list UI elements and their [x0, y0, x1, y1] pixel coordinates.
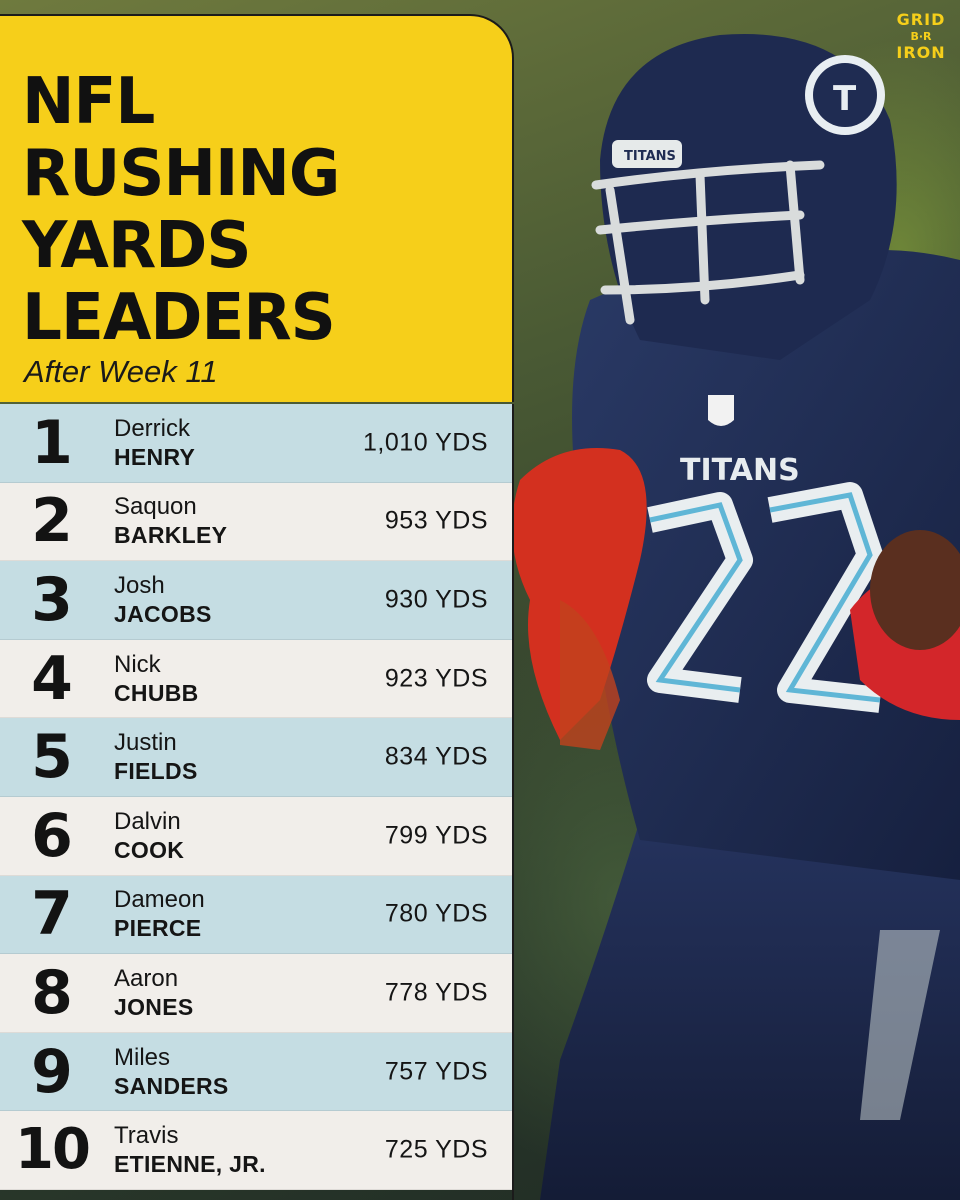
rushing-yards: 1,010 YDS	[363, 428, 488, 457]
logo-line-2: B·R	[910, 30, 932, 43]
list-item: 9 Miles SANDERS 757 YDS	[0, 1032, 512, 1112]
header-card: NFL RUSHING YARDS LEADERS After Week 11	[0, 14, 514, 402]
rushing-yards: 923 YDS	[384, 664, 488, 693]
player-first-name: Josh	[114, 571, 165, 599]
player-first-name: Travis	[114, 1122, 179, 1150]
rushing-yards: 778 YDS	[384, 978, 488, 1007]
player-name: Travis ETIENNE, JR.	[114, 1121, 266, 1179]
page-title: NFL RUSHING YARDS LEADERS	[22, 65, 340, 355]
logo-line-3: IRON	[896, 43, 946, 62]
rushing-yards: 725 YDS	[384, 1135, 488, 1164]
rushing-yards: 780 YDS	[384, 899, 488, 928]
player-name: Josh JACOBS	[114, 571, 212, 629]
player-name: Nick CHUBB	[114, 650, 199, 708]
player-last-name: CHUBB	[114, 679, 199, 706]
player-first-name: Derrick	[114, 414, 190, 442]
player-first-name: Dalvin	[114, 807, 181, 835]
list-item: 2 Saquon BARKLEY 953 YDS	[0, 482, 512, 562]
helmet-text: TITANS	[624, 149, 676, 164]
brand-logo: GRID B·R IRON	[892, 8, 950, 74]
rank-number: 5	[31, 722, 73, 793]
player-name: Saquon BARKLEY	[114, 492, 227, 550]
player-last-name: FIELDS	[114, 758, 198, 785]
player-first-name: Miles	[114, 1043, 171, 1071]
subtitle: After Week 11	[24, 354, 218, 389]
player-name: Dameon PIERCE	[114, 885, 205, 943]
list-item: 3 Josh JACOBS 930 YDS	[0, 561, 512, 640]
player-first-name: Aaron	[114, 964, 179, 992]
title-line: RUSHING	[22, 137, 340, 211]
list-item: 6 Dalvin COOK 799 YDS	[0, 796, 512, 876]
rushing-yards: 757 YDS	[384, 1057, 488, 1086]
player-last-name: JONES	[114, 993, 194, 1020]
list-item: 10 Travis ETIENNE, JR. 725 YDS	[0, 1111, 512, 1190]
player-last-name: PIERCE	[114, 915, 202, 942]
rank-number: 7	[31, 879, 73, 950]
player-first-name: Justin	[114, 729, 177, 757]
title-line: LEADERS	[22, 281, 336, 355]
list-item: 5 Justin FIELDS 834 YDS	[0, 718, 512, 797]
player-last-name: HENRY	[114, 443, 196, 470]
player-last-name: JACOBS	[114, 600, 212, 627]
player-name: Justin FIELDS	[114, 728, 198, 786]
player-last-name: SANDERS	[114, 1072, 229, 1099]
player-name: Derrick HENRY	[114, 414, 195, 472]
rank-number: 6	[31, 800, 73, 871]
title-line: NFL	[22, 65, 155, 139]
leaders-panel: NFL RUSHING YARDS LEADERS After Week 11 …	[0, 14, 514, 1200]
rank-number: 9	[31, 1036, 73, 1107]
jersey-text: TITANS	[680, 453, 800, 488]
player-last-name: BARKLEY	[114, 522, 228, 549]
rushing-yards: 799 YDS	[384, 821, 488, 850]
player-name: Dalvin COOK	[114, 807, 184, 865]
title-line: YARDS	[22, 209, 252, 283]
player-name: Aaron JONES	[114, 964, 193, 1022]
rank-number: 8	[31, 957, 73, 1028]
player-first-name: Dameon	[114, 886, 205, 914]
list-item: 8 Aaron JONES 778 YDS	[0, 954, 512, 1033]
player-photo: TITANS T TITANS	[512, 34, 960, 1200]
player-first-name: Saquon	[114, 493, 197, 521]
logo-line-1: GRID	[896, 10, 946, 29]
rushing-yards: 834 YDS	[384, 742, 488, 771]
rank-number: 1	[31, 407, 73, 478]
leaders-list: 1 Derrick HENRY 1,010 YDS 2 Saquon BARKL…	[0, 404, 514, 1200]
player-name: Miles SANDERS	[114, 1043, 229, 1101]
svg-text:T: T	[833, 79, 857, 119]
list-item: 1 Derrick HENRY 1,010 YDS	[0, 404, 512, 483]
rushing-yards: 930 YDS	[384, 585, 488, 614]
player-last-name: ETIENNE, JR.	[114, 1151, 266, 1178]
rank-number: 3	[31, 564, 73, 635]
list-item: 7 Dameon PIERCE 780 YDS	[0, 875, 512, 955]
rank-number: 10	[15, 1117, 91, 1183]
rank-number: 4	[31, 643, 73, 714]
rank-number: 2	[31, 486, 73, 557]
player-last-name: COOK	[114, 836, 185, 863]
player-first-name: Nick	[114, 650, 161, 678]
list-item: 4 Nick CHUBB 923 YDS	[0, 639, 512, 719]
rushing-yards: 953 YDS	[384, 506, 488, 535]
